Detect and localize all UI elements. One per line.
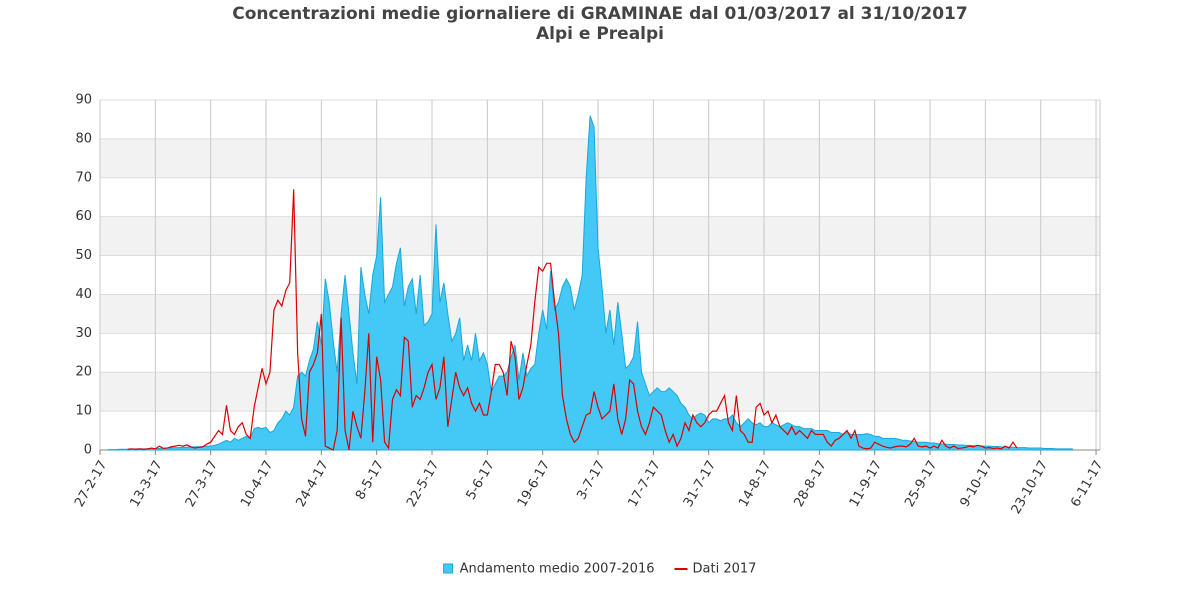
x-tick-label: 3-7-17 xyxy=(574,458,608,502)
area xyxy=(107,115,1073,451)
legend-swatch xyxy=(443,563,454,574)
x-tick-label: 28-8-17 xyxy=(791,458,829,509)
x-tick-label: 19-6-17 xyxy=(515,458,553,509)
x-tick-label: 8-5-17 xyxy=(353,458,387,502)
x-tick-label: 9-10-17 xyxy=(958,458,996,509)
y-tick-label: 60 xyxy=(75,209,92,224)
y-tick-label: 50 xyxy=(75,248,92,263)
y-tick-label: 10 xyxy=(75,404,92,419)
x-tick-label: 11-9-17 xyxy=(847,458,885,509)
x-tick-label: 22-5-17 xyxy=(404,458,442,509)
x-tick-label: 25-9-17 xyxy=(902,458,940,509)
x-tick-label: 5-6-17 xyxy=(464,458,498,502)
legend: Andamento medio 2007-2016 Dati 2017 xyxy=(443,562,757,577)
x-tick-label: 23-10-17 xyxy=(1009,458,1051,517)
x-tick-label: 27-3-17 xyxy=(183,458,221,509)
x-tick-label: 14-8-17 xyxy=(736,458,774,509)
x-tick-label: 24-4-17 xyxy=(293,458,331,509)
grid-band xyxy=(100,138,1100,178)
legend-label: Andamento medio 2007-2016 xyxy=(460,562,655,577)
chart-subtitle: Alpi e Prealpi xyxy=(536,24,664,44)
y-tick-label: 80 xyxy=(75,131,92,146)
x-tick-label: 10-4-17 xyxy=(238,458,276,509)
chart-title: Concentrazioni medie giornaliere di GRAM… xyxy=(232,4,967,24)
x-tick-label: 17-7-17 xyxy=(625,458,663,509)
y-tick-label: 30 xyxy=(75,326,92,341)
grid-band xyxy=(100,216,1100,256)
y-tick-label: 90 xyxy=(75,93,92,108)
y-tick-label: 0 xyxy=(84,443,92,458)
legend-label: Dati 2017 xyxy=(693,562,757,577)
y-tick-label: 40 xyxy=(75,287,92,302)
y-tick-label: 20 xyxy=(75,365,92,380)
x-tick-label: 27-2-17 xyxy=(72,458,110,509)
y-tick-label: 70 xyxy=(75,170,92,185)
line xyxy=(127,189,1018,451)
x-tick-label: 6-11-17 xyxy=(1068,458,1106,509)
x-tick-label: 31-7-17 xyxy=(681,458,719,509)
x-tick-label: 13-3-17 xyxy=(127,458,165,509)
